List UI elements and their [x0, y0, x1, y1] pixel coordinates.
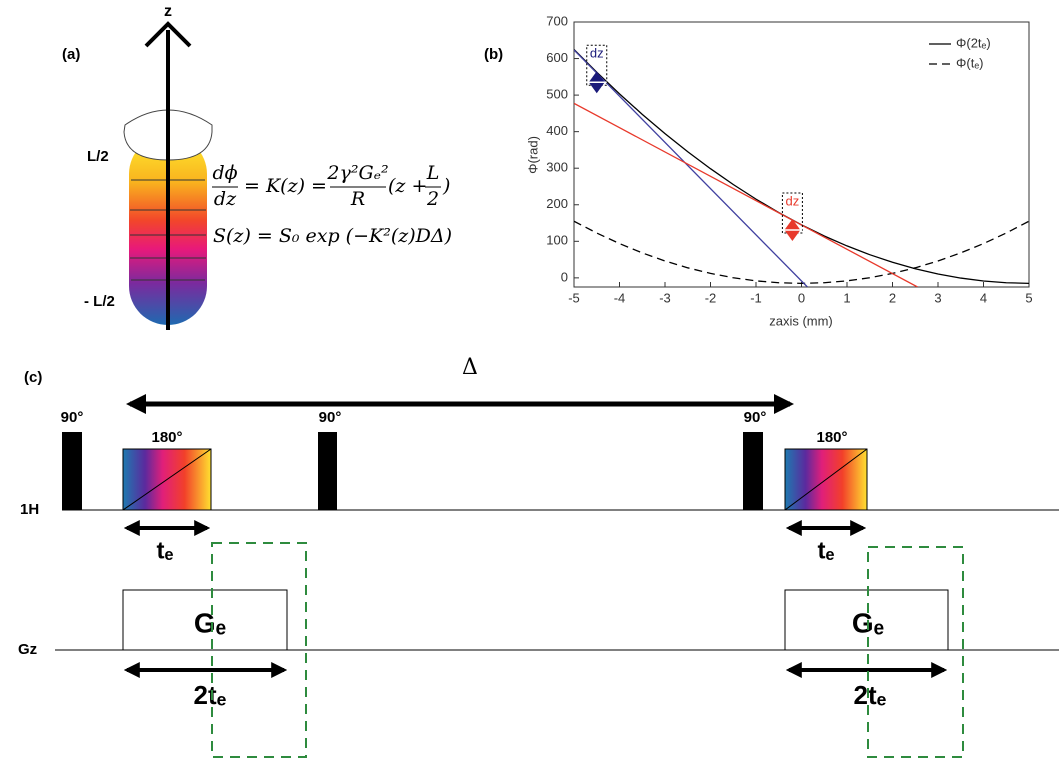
y-tick-label: 200: [546, 196, 568, 211]
x-tick-label: 3: [934, 290, 941, 305]
x-tick-label: 1: [843, 290, 850, 305]
equation-1: dϕ dz = K(z) = 2γ²Gₑ² R (z + L 2 ): [212, 162, 450, 210]
pulse-label: 90°: [744, 409, 767, 426]
gradient-axis-label: Gz: [18, 641, 37, 658]
two-te-label: 2tₑ: [854, 680, 887, 710]
y-tick-label: 100: [546, 233, 568, 248]
te-label: tₑ: [156, 537, 173, 564]
series-line: [574, 48, 1029, 284]
marker-label: dz: [786, 193, 800, 208]
x-tick-label: -5: [568, 290, 580, 305]
x-axis-label: zaxis (mm): [769, 313, 833, 328]
pulse-label: 90°: [319, 409, 342, 426]
eq-term: L: [426, 162, 440, 184]
panel-label: (c): [24, 369, 42, 386]
x-tick-label: -2: [705, 290, 717, 305]
series-line: [574, 49, 808, 287]
pulse-90: [743, 432, 763, 510]
z-arrowhead: [144, 21, 192, 48]
series-line: [574, 102, 918, 287]
pulse-diagonal: [784, 448, 868, 511]
gradient-lobe: [122, 589, 288, 651]
eq-term: = K(z) =: [244, 175, 327, 197]
x-tick-label: -3: [659, 290, 671, 305]
x-tick-label: 5: [1025, 290, 1032, 305]
eq-term: R: [350, 188, 365, 210]
series-line: [574, 220, 1029, 284]
eq-term: (z +: [388, 175, 427, 197]
y-tick-label: 700: [546, 13, 568, 28]
pulse-90: [318, 432, 337, 510]
plot: -5 -4 -3 -2 -1 0 1 2 3 4 5 0 100 200 300 400 500 600 700 dz…: [546, 13, 1032, 305]
gradient-lobe: [784, 589, 949, 651]
panel-label: (b): [484, 46, 503, 63]
pulse-label: 90°: [61, 409, 84, 426]
pulse-90: [62, 432, 82, 510]
y-axis-label: Φ(rad): [525, 136, 540, 174]
marker-label: dz: [590, 46, 604, 61]
top-label: L/2: [87, 148, 109, 165]
x-tick-label: 2: [889, 290, 896, 305]
eq-term: 2γ²Gₑ²: [326, 162, 388, 184]
x-tick-label: 0: [798, 290, 805, 305]
te-label: tₑ: [817, 537, 834, 564]
legend-label: Φ(2tₑ): [956, 35, 991, 50]
equation-2: S(z) = S₀ exp (−K²(z)DΔ): [213, 225, 452, 247]
x-tick-label: 4: [980, 290, 987, 305]
eq-term: 2: [426, 188, 439, 210]
bottom-label: - L/2: [84, 293, 115, 310]
panel-label: (a): [62, 46, 80, 63]
x-tick-label: -1: [750, 290, 762, 305]
acquisition-window: [867, 546, 964, 758]
y-tick-label: 600: [546, 50, 568, 65]
eq-term: dz: [214, 188, 237, 210]
eq-term: dϕ: [212, 162, 237, 184]
y-tick-label: 500: [546, 87, 568, 102]
rf-axis-label: 1H: [20, 501, 39, 518]
legend-label: Φ(tₑ): [956, 55, 983, 70]
x-tick-label: -4: [614, 290, 626, 305]
pulse-label: 180°: [816, 429, 847, 446]
pulse-diagonal: [122, 448, 212, 511]
two-te-label: 2tₑ: [194, 680, 227, 710]
eq-term: ): [442, 175, 450, 197]
delta-label: Δ: [462, 355, 478, 380]
y-tick-label: 300: [546, 160, 568, 175]
ge-label: Gₑ: [194, 607, 226, 638]
y-tick-label: 0: [561, 269, 568, 284]
y-tick-label: 400: [546, 123, 568, 138]
pulse-label: 180°: [151, 429, 182, 446]
z-label: z: [164, 3, 172, 20]
